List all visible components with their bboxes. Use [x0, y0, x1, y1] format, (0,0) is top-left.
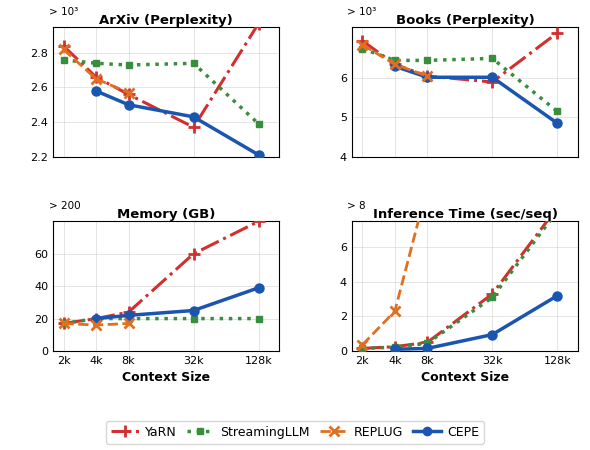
Text: > 8: > 8: [348, 201, 366, 211]
Title: Memory (GB): Memory (GB): [117, 208, 215, 221]
Title: Inference Time (sec/seq): Inference Time (sec/seq): [372, 208, 558, 221]
Text: > 200: > 200: [48, 201, 80, 211]
Title: ArXiv (Perplexity): ArXiv (Perplexity): [99, 14, 233, 27]
Text: > 10³: > 10³: [348, 7, 376, 17]
X-axis label: Context Size: Context Size: [421, 371, 509, 384]
Legend: YaRN, StreamingLLM, REPLUG, CEPE: YaRN, StreamingLLM, REPLUG, CEPE: [106, 421, 484, 444]
Title: Books (Perplexity): Books (Perplexity): [396, 14, 535, 27]
Text: > 10³: > 10³: [48, 7, 78, 17]
X-axis label: Context Size: Context Size: [122, 371, 210, 384]
